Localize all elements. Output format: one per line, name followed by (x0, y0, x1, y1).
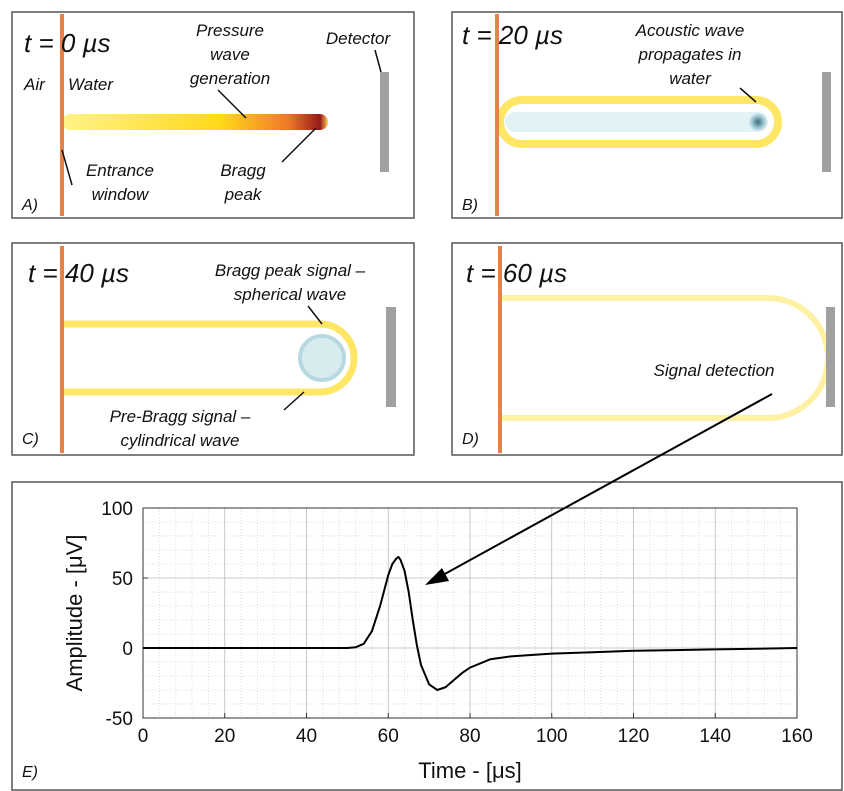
panel-label: A) (21, 197, 38, 214)
annotation: generation (190, 69, 270, 88)
leader-line (739, 87, 757, 103)
wavefront (62, 320, 358, 396)
proton-beam (62, 114, 328, 130)
annotation: Entrance (86, 161, 154, 180)
annotation: Water (68, 75, 114, 94)
annotation: wave (210, 45, 250, 64)
annotation: Pressure (196, 21, 264, 40)
panel-label: E) (22, 764, 38, 781)
x-tick-label: 160 (781, 726, 813, 747)
arrow-head (425, 568, 449, 585)
y-tick-label: 100 (101, 499, 133, 520)
leader-line (217, 89, 247, 119)
annotation: peak (224, 185, 263, 204)
time-label: t = 20 µs (462, 20, 563, 50)
leader-line (374, 49, 382, 73)
leader-line (281, 127, 317, 163)
x-axis-label: Time - [μs] (418, 758, 522, 783)
x-tick-label: 120 (618, 726, 650, 747)
leader-line (61, 149, 73, 186)
signal-line (143, 555, 798, 692)
time-label: t = 40 µs (28, 258, 129, 288)
panel-label: B) (462, 197, 478, 214)
leader-line (283, 391, 305, 411)
x-tick-label: 100 (536, 726, 568, 747)
annotation: window (92, 185, 150, 204)
y-tick-label: 0 (122, 639, 133, 660)
panel-box (11, 242, 415, 456)
x-tick-label: 20 (214, 726, 235, 747)
panel-label: C) (22, 431, 39, 448)
arrow (431, 393, 773, 582)
annotation: propagates in (637, 45, 741, 64)
time-label: t = 0 µs (24, 28, 111, 58)
spherical-wave (298, 334, 346, 382)
annotation: cylindrical wave (120, 431, 239, 450)
bragg-signal (748, 112, 768, 132)
detector (822, 72, 831, 172)
y-axis-label: Amplitude - [μV] (62, 535, 87, 692)
annotation: Detector (326, 29, 392, 48)
detector (386, 307, 396, 407)
leader-line (307, 305, 323, 325)
y-tick-label: 50 (112, 569, 133, 590)
detector (380, 72, 389, 172)
plot-frame (142, 507, 798, 719)
annotation: Pre-Bragg signal – (110, 407, 251, 426)
annotation: Signal detection (654, 361, 775, 380)
wave-interior (505, 112, 765, 132)
time-label: t = 60 µs (466, 258, 567, 288)
x-tick-label: 0 (138, 726, 149, 747)
x-tick-label: 80 (459, 726, 480, 747)
annotation: Bragg (220, 161, 266, 180)
annotation: Acoustic wave (635, 21, 745, 40)
y-tick-label: -50 (106, 709, 133, 730)
detector (826, 307, 835, 407)
annotation: water (669, 69, 712, 88)
x-tick-label: 140 (699, 726, 731, 747)
x-tick-label: 60 (378, 726, 399, 747)
annotation: Bragg peak signal – (215, 261, 366, 280)
annotation: Air (23, 75, 46, 94)
x-tick-label: 40 (296, 726, 317, 747)
annotation: spherical wave (234, 285, 346, 304)
panel-label: D) (462, 431, 479, 448)
wavefront (496, 96, 782, 148)
